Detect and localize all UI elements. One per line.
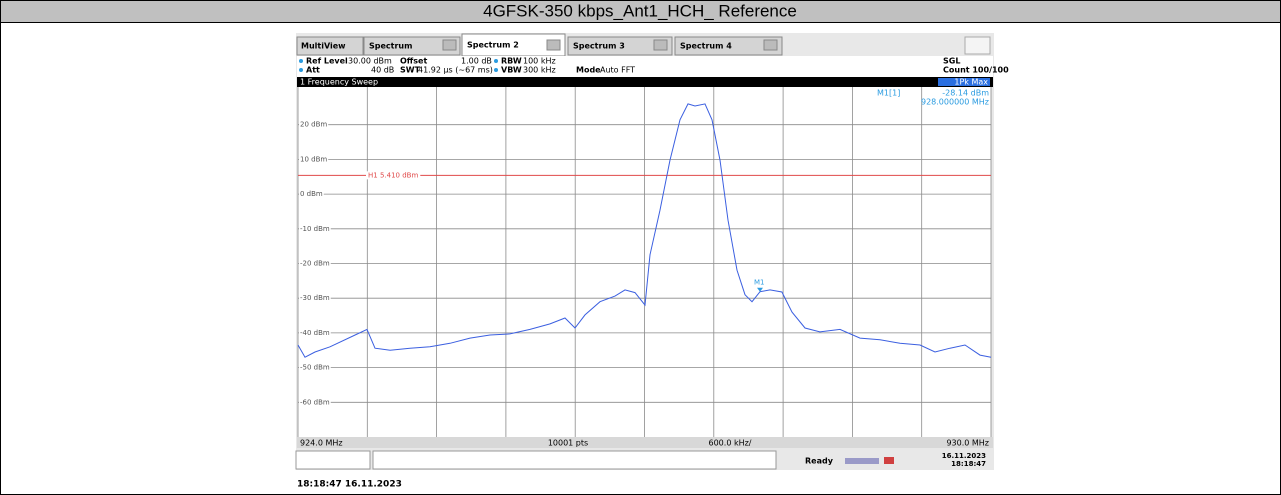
dropdown[interactable]	[964, 36, 991, 55]
tick-label-bg	[299, 224, 331, 233]
progress-icon	[845, 458, 879, 464]
y-tick-label: -30 dBm	[300, 294, 330, 302]
status-date: 16.11.2023	[942, 452, 986, 460]
close-icon[interactable]	[442, 39, 457, 51]
status-box	[295, 450, 371, 470]
window-bar	[297, 77, 993, 87]
y-tick-label: -20 dBm	[300, 260, 330, 268]
marker	[757, 287, 763, 292]
setting-value: 30.00 dBm	[348, 57, 392, 66]
tab-label: Spectrum 4	[680, 42, 732, 51]
setting-value: 100 kHz	[523, 57, 556, 66]
setting-value: 1.00 dB	[461, 57, 492, 66]
tick-label-bg	[299, 294, 331, 303]
window-title: 1 Frequency Sweep	[300, 78, 378, 87]
x-tick-label: 930.0 MHz	[946, 439, 989, 448]
indicator	[299, 59, 303, 63]
y-tick-label: 0 dBm	[300, 190, 323, 198]
y-tick-label: -60 dBm	[300, 398, 330, 406]
tick-label-bg	[299, 259, 331, 268]
setting-label: Ref Level	[306, 57, 348, 66]
tab-label: Spectrum 3	[573, 42, 625, 51]
setting-value: Count 100/100	[943, 66, 1009, 75]
setting-value: Auto FFT	[600, 66, 635, 75]
tab-bar: MultiView Spectrum Spectrum 2 Spectrum 3…	[296, 33, 991, 57]
points: 10001 pts	[548, 439, 588, 448]
setting-value: 40 dB	[371, 66, 394, 75]
status: Ready	[805, 457, 834, 466]
tab-label: MultiView	[301, 42, 346, 51]
indicator	[299, 68, 303, 72]
y-tick-label: -10 dBm	[300, 225, 330, 233]
y-tick-label: 10 dBm	[300, 155, 327, 163]
setting-value: 41.92 µs (~67 ms)	[418, 66, 493, 75]
close-icon[interactable]	[546, 39, 561, 51]
timestamp: 18:18:47 16.11.2023	[297, 480, 402, 490]
span-per-div: 600.0 kHz/	[709, 439, 752, 448]
tick-label-bg	[299, 155, 329, 164]
marker-readout: M1[1]	[877, 89, 900, 98]
tick-label-bg	[299, 328, 331, 337]
status-box	[372, 450, 777, 470]
threshold-label: H1 5.410 dBm	[368, 171, 418, 179]
tick-label-bg	[299, 398, 331, 407]
tab-label: Spectrum 2	[467, 41, 519, 50]
setting-label: SWT	[400, 66, 421, 75]
setting-label: Att	[306, 66, 320, 75]
tick-label-bg	[299, 120, 329, 129]
settings: Ref Level 30.00 dBm Offset 1.00 dB RBW 1…	[299, 57, 1009, 75]
setting-value: 300 kHz	[523, 66, 556, 75]
marker-readout: 928.000000 MHz	[921, 98, 989, 107]
trace-badge	[938, 78, 990, 86]
settings-panel	[297, 56, 993, 77]
tab[interactable]	[363, 36, 461, 56]
x-tick-label: 924.0 MHz	[300, 439, 343, 448]
y-tick-label: 20 dBm	[300, 121, 327, 129]
status-icon	[884, 457, 894, 464]
setting-value: SGL	[943, 57, 960, 66]
marker-label: M1	[754, 279, 765, 287]
trace-label: 1Pk Max	[954, 78, 988, 87]
trace	[297, 103, 992, 358]
y-tick-label: -50 dBm	[300, 364, 330, 372]
indicator	[494, 68, 498, 72]
status-time: 18:18:47	[951, 460, 986, 468]
tick-label-bg	[299, 363, 331, 372]
y-tick-label: -40 dBm	[300, 329, 330, 337]
threshold-label-bg	[366, 171, 421, 180]
tick-label-bg	[299, 190, 324, 199]
setting-label: RBW	[501, 57, 522, 66]
marker-readout: -28.14 dBm	[942, 89, 989, 98]
tab[interactable]	[567, 36, 673, 56]
indicator	[494, 59, 498, 63]
close-icon[interactable]	[763, 39, 778, 51]
tab-label: Spectrum	[369, 42, 412, 51]
setting-label: VBW	[501, 66, 522, 75]
title: 4GFSK-350 kbps_Ant1_HCH_ Reference	[483, 1, 797, 20]
footer-bar	[297, 437, 993, 448]
tab[interactable]	[674, 36, 783, 56]
close-icon[interactable]	[653, 39, 668, 51]
tab[interactable]	[296, 36, 364, 56]
setting-label: Mode	[576, 66, 601, 75]
setting-label: Offset	[400, 57, 427, 66]
